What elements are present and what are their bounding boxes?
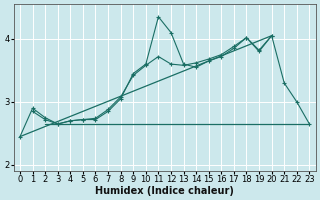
X-axis label: Humidex (Indice chaleur): Humidex (Indice chaleur) bbox=[95, 186, 234, 196]
